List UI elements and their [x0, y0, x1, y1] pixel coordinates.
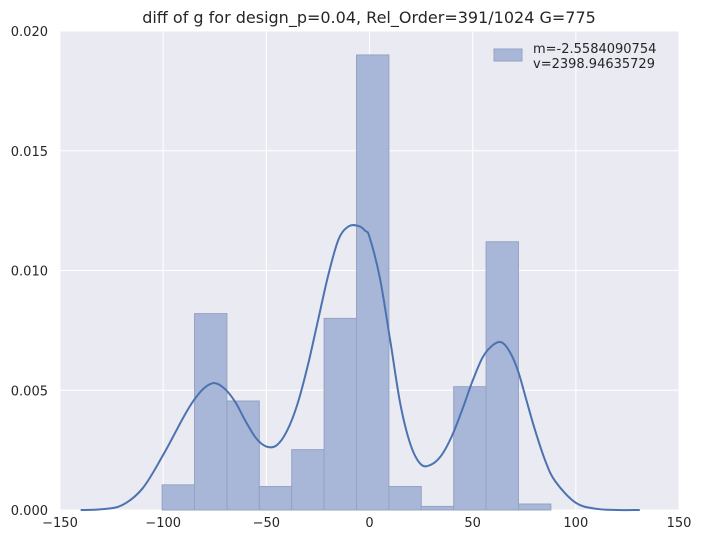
- x-tick-label: −50: [253, 516, 280, 531]
- histogram-bar: [388, 486, 422, 511]
- chart-title: diff of g for design_p=0.04, Rel_Order=3…: [142, 8, 596, 28]
- x-tick-label: −150: [42, 516, 78, 531]
- histogram-bar: [161, 484, 196, 511]
- y-tick-label: 0.020: [11, 25, 48, 40]
- y-tick-label: 0.015: [11, 145, 48, 160]
- kde-line: [80, 224, 640, 512]
- x-tick-label: 50: [464, 516, 481, 531]
- histogram-bar: [323, 317, 358, 511]
- histogram-bar: [356, 54, 390, 511]
- legend-label: m=-2.5584090754: [533, 42, 656, 57]
- y-tick-label: 0.010: [11, 265, 48, 280]
- y-tick-label: 0.005: [11, 384, 48, 399]
- histogram-bars: [161, 54, 552, 511]
- histogram-bar: [517, 503, 552, 511]
- histogram-bar: [420, 505, 455, 511]
- x-tick-label: −100: [145, 516, 181, 531]
- legend-label: v=2398.94635729: [533, 57, 655, 72]
- histogram-bar: [453, 386, 487, 511]
- legend-swatch: [493, 48, 523, 62]
- axis-ticks: −150 −100 −50 0 50 100 150 0.000 0.005 0.010 0.015…: [11, 25, 692, 531]
- x-tick-label: 150: [667, 516, 692, 531]
- histogram-bar: [226, 400, 260, 511]
- x-tick-label: 100: [563, 516, 588, 531]
- histogram-bar: [194, 313, 228, 511]
- histogram-bar: [291, 449, 325, 511]
- y-tick-label: 0.000: [11, 504, 48, 519]
- histogram-bar: [258, 486, 293, 511]
- x-tick-label: 0: [365, 516, 373, 531]
- histogram-bar: [485, 241, 519, 511]
- kde-curve-group: [80, 224, 640, 512]
- legend: m=-2.5584090754 v=2398.94635729: [493, 42, 656, 72]
